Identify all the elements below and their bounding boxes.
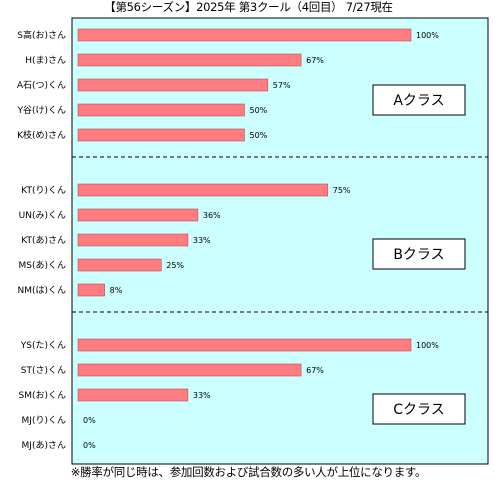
bar [77,183,329,197]
category-label: ST(さ)くん [21,365,66,376]
bar [77,103,245,117]
value-label: 67% [306,56,324,65]
class-label: Cクラス [393,402,445,418]
class-box [372,393,466,425]
value-label: 33% [193,236,211,245]
class-label: Aクラス [393,93,444,109]
category-label: A石(つ)くん [17,80,66,91]
bar [77,28,412,42]
bar [77,208,199,222]
category-label: UN(み)くん [19,210,66,221]
bar [77,53,302,67]
value-label: 33% [193,391,211,400]
value-label: 75% [333,186,351,195]
bar [77,128,245,142]
category-label: KT(り)くん [21,185,66,196]
chart-title: 【第56シーズン】2025年 第3クール（4回目） 7/27現在 [104,0,393,14]
value-label: 100% [416,31,439,40]
category-label: MS(あ)くん [18,260,66,271]
chart-footnote: ※勝率が同じ時は、参加回数および試合数の多い人が上位になります。 [70,465,427,479]
bar [77,338,412,352]
value-label: 100% [416,341,439,350]
bar [77,388,189,402]
category-label: S高(お)さん [17,29,66,41]
category-label: SM(お)くん [18,390,66,401]
category-label: MJ(り)くん [22,415,66,426]
category-label: K枝(め)さん [17,129,66,141]
value-label: 0% [83,441,96,450]
category-label: KT(あ)さん [21,235,66,246]
category-label: YS(た)くん [20,340,66,351]
value-label: 0% [83,416,96,425]
category-label: Y谷(け)くん [16,105,66,116]
value-label: 8% [110,286,123,295]
class-box [372,238,466,270]
bar [77,78,269,92]
category-label: NM(は)くん [17,285,66,296]
category-label: H(ま)さん [25,55,66,66]
value-label: 67% [306,366,324,375]
category-label: MJ(あ)さん [22,440,66,451]
class-label: Bクラス [393,247,444,263]
bar [77,258,162,272]
value-label: 50% [250,131,268,140]
bar [77,233,189,247]
value-label: 57% [273,81,291,90]
value-label: 36% [203,211,221,220]
bar [77,283,105,297]
bar [77,363,302,377]
value-label: 25% [166,261,184,270]
value-label: 50% [250,106,268,115]
class-box [372,84,466,116]
